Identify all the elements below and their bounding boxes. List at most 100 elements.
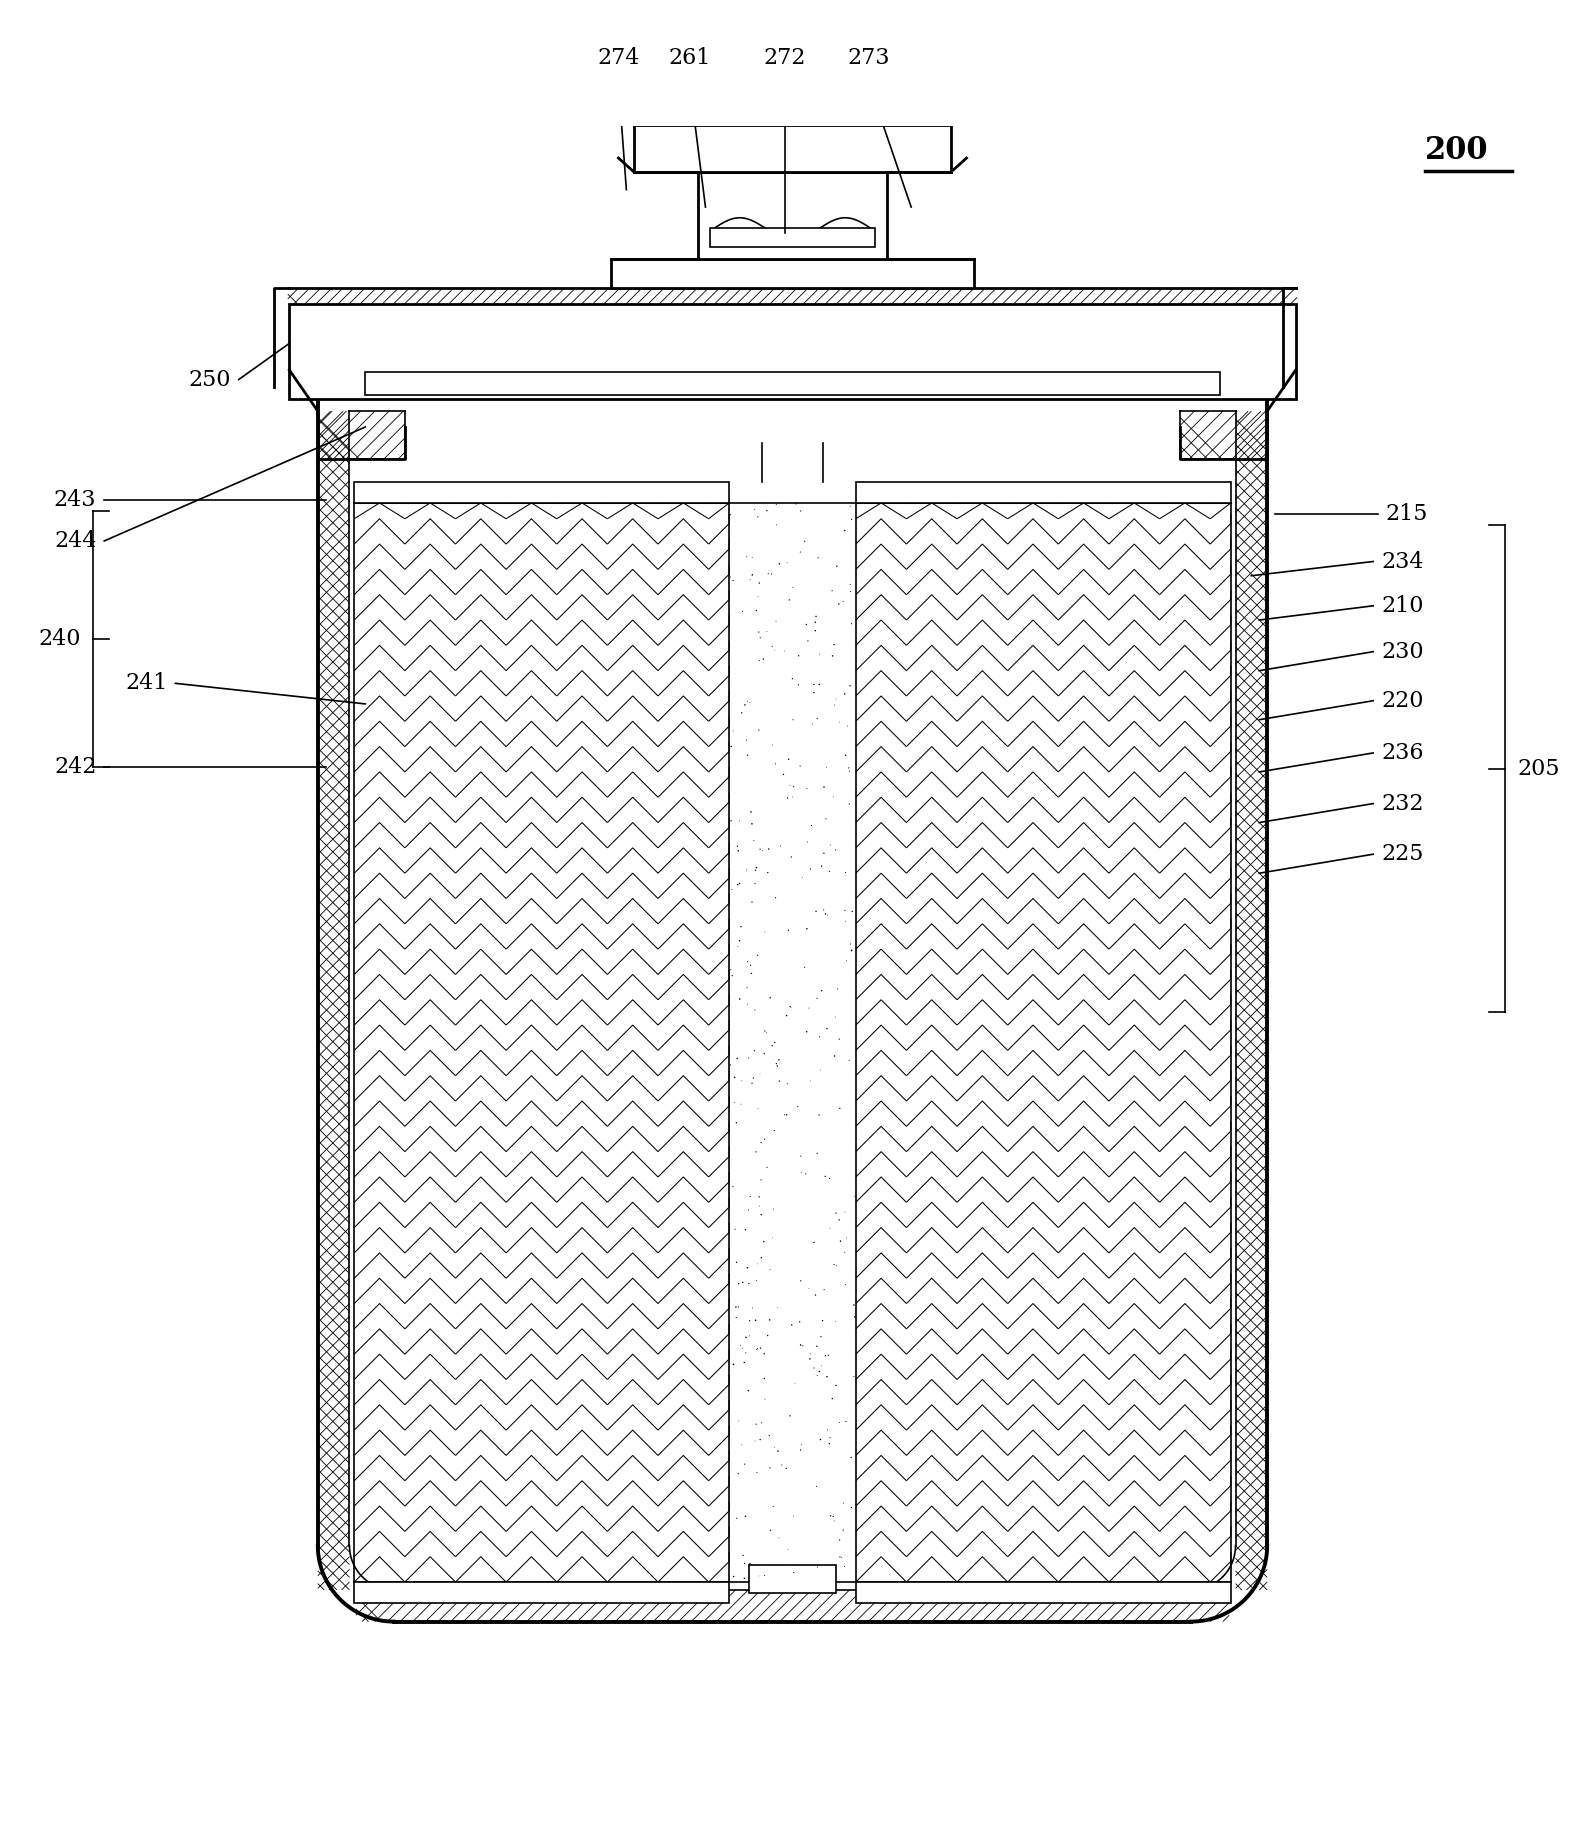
Point: [777, 771, 802, 800]
Point: [812, 1275, 837, 1305]
Point: [813, 804, 838, 833]
Point: [802, 1354, 827, 1384]
Point: [823, 1002, 848, 1031]
Point: [796, 1273, 821, 1303]
Point: [758, 984, 783, 1013]
Point: [754, 857, 780, 886]
Text: 250: 250: [189, 369, 231, 391]
Point: [766, 1437, 791, 1466]
Point: [724, 831, 750, 861]
Point: [838, 1442, 864, 1472]
Point: [718, 562, 743, 591]
Point: [792, 1160, 818, 1189]
Point: [721, 565, 747, 595]
Point: [831, 1516, 856, 1545]
Point: [826, 589, 851, 618]
Point: [781, 1501, 807, 1530]
Point: [751, 1125, 777, 1154]
Point: [827, 1407, 853, 1437]
Point: [823, 684, 848, 714]
Point: [789, 862, 815, 892]
Point: [813, 752, 838, 782]
Point: [772, 637, 797, 666]
Point: [838, 1492, 864, 1521]
Point: [747, 1059, 772, 1088]
Point: [802, 617, 827, 646]
Point: [821, 1501, 846, 1530]
Point: [780, 573, 805, 602]
Bar: [856, 483, 1232, 503]
Point: [735, 686, 761, 716]
Point: [769, 1450, 794, 1479]
Point: [735, 1195, 761, 1224]
Text: 273: 273: [848, 48, 889, 70]
Point: [729, 1429, 754, 1459]
Point: [823, 835, 848, 864]
Text: 261: 261: [669, 48, 710, 70]
Point: [789, 1429, 815, 1459]
Point: [762, 883, 788, 912]
Point: [812, 895, 837, 925]
Point: [835, 712, 861, 741]
Point: [832, 1552, 857, 1582]
Point: [827, 1541, 853, 1571]
Point: [808, 976, 834, 1006]
Point: [778, 842, 804, 872]
Bar: [365, 373, 1220, 395]
Point: [737, 1182, 762, 1211]
Point: [745, 1094, 770, 1123]
Point: [748, 1200, 773, 1229]
Point: [740, 560, 766, 589]
Point: [816, 857, 842, 886]
Point: [724, 1108, 750, 1138]
Point: [732, 1215, 758, 1244]
Point: [807, 639, 832, 668]
Point: [742, 1426, 767, 1455]
Point: [792, 527, 818, 556]
Point: [734, 1323, 759, 1352]
Bar: [710, 228, 875, 246]
Point: [739, 809, 764, 839]
Point: [721, 716, 747, 745]
Point: [745, 503, 770, 532]
Point: [821, 782, 846, 811]
Point: [777, 1402, 802, 1431]
Point: [764, 510, 789, 539]
Point: [832, 1270, 857, 1299]
Point: [724, 1503, 750, 1532]
Point: [834, 1224, 859, 1253]
Point: [819, 1384, 845, 1413]
Point: [812, 839, 837, 868]
Point: [737, 688, 762, 717]
Point: [789, 1158, 815, 1187]
Point: [745, 1457, 770, 1486]
Point: [780, 705, 805, 734]
Point: [818, 1501, 843, 1530]
Point: [818, 1213, 843, 1242]
Point: [762, 635, 788, 664]
Bar: [697, 172, 888, 259]
Point: [800, 670, 826, 699]
Point: [804, 602, 829, 631]
Point: [764, 1051, 789, 1081]
Point: [837, 752, 862, 782]
Point: [813, 1162, 838, 1191]
Point: [834, 947, 859, 976]
Point: [831, 587, 856, 617]
Bar: [290, 303, 1295, 398]
Point: [837, 672, 862, 701]
Point: [732, 1549, 758, 1578]
Point: [758, 1516, 783, 1545]
Point: [819, 640, 845, 670]
Point: [716, 763, 742, 793]
Point: [799, 710, 824, 740]
Point: [742, 1037, 767, 1066]
Point: [743, 1409, 769, 1439]
Point: [775, 784, 800, 813]
Point: [813, 899, 838, 929]
Point: [747, 1191, 772, 1220]
Point: [729, 1334, 754, 1363]
Point: [756, 560, 781, 589]
Point: [818, 831, 843, 861]
Point: [726, 1270, 751, 1299]
